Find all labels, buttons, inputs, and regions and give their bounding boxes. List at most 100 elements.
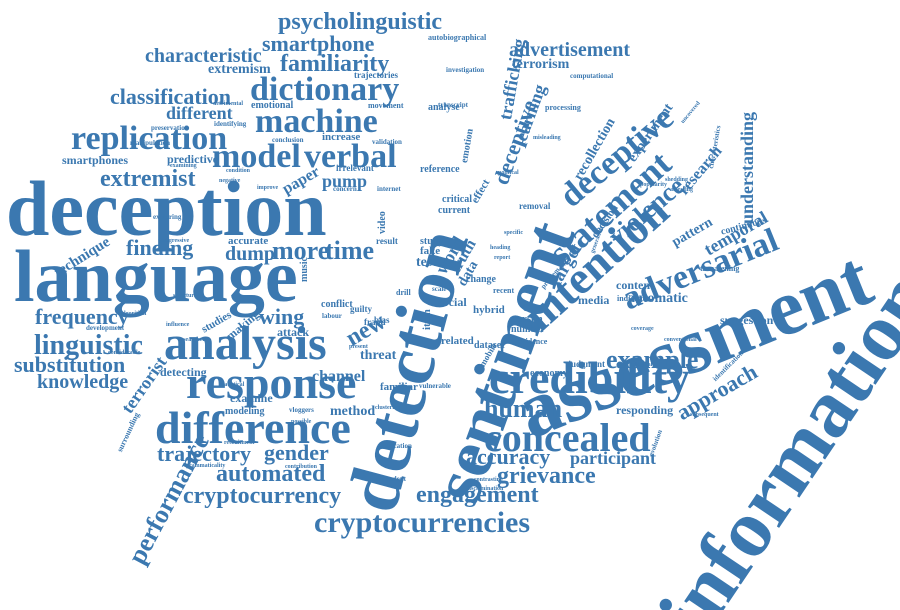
word-emotion: emotion (459, 127, 476, 164)
word-conflict: conflict (321, 299, 353, 310)
word-uncovered: uncovered (680, 100, 702, 125)
word-study: study (420, 236, 444, 247)
word-heading: heading (490, 245, 511, 251)
word-popularity: popularity (640, 182, 668, 188)
word-increase: increase (322, 131, 361, 143)
word-effect: effect (469, 177, 493, 206)
word-verbal: verbal (304, 138, 397, 175)
word-gender: gender (264, 440, 329, 465)
word-specific: specific (504, 230, 523, 236)
word-analysis: analysis (164, 317, 327, 370)
word-considerable: considerable (108, 350, 141, 356)
word-dataset: dataset (474, 340, 505, 351)
word-contrasting: contrasting (474, 477, 503, 483)
word-example: example (606, 345, 699, 374)
word-examining: examining (170, 163, 197, 169)
word-reference: reference (420, 164, 460, 175)
word-suggestion: suggestion (720, 313, 774, 327)
word-wing: wing (259, 304, 305, 329)
word-knowledge: knowledge (37, 371, 129, 393)
word-time: time (325, 236, 375, 265)
word-automated: automated (216, 461, 326, 487)
word-development: development (86, 324, 125, 332)
word-economy: economy (530, 368, 568, 379)
word-subsequent: subsequent (690, 412, 719, 418)
word-threatening: threatening (700, 264, 740, 273)
word-attack: attack (277, 325, 309, 339)
word-preservation: preservation (151, 124, 189, 132)
word-irrelevant: irrelevant (336, 163, 374, 173)
word-test: test (416, 255, 437, 270)
word-removal: removal (519, 201, 551, 211)
word-grammaticality: grammaticality (186, 463, 226, 469)
word-negative: negative (219, 178, 241, 184)
word-computational: computational (570, 72, 614, 80)
word-trajectory: trajectory (157, 441, 252, 466)
word-structural: structural (173, 293, 199, 299)
word-indicator: indicator (617, 294, 649, 303)
word-grievance: grievance (497, 463, 596, 489)
word-cryptocurrency: cryptocurrency (183, 483, 342, 509)
word-validation: validation (372, 138, 402, 146)
word-change: change (466, 274, 496, 285)
word-recent: recent (493, 286, 515, 295)
word-condition: condition (226, 168, 251, 174)
word-familiarity: familiarity (280, 51, 390, 77)
word-processing: processing (545, 103, 581, 112)
word-video: video (377, 211, 388, 234)
word-current: current (438, 205, 471, 216)
word-conclusion: conclusion (272, 136, 304, 144)
word-vloggers: vloggers (289, 406, 314, 414)
word-predictive: predictive (167, 152, 219, 166)
word-more: more (272, 236, 330, 265)
word-responding: responding (616, 403, 674, 417)
word-number: number (511, 324, 545, 335)
word-difference: difference (155, 402, 351, 453)
word-movement: movement (368, 101, 404, 110)
word-accurate: accurate (228, 235, 269, 247)
word-extremist: extremist (100, 166, 196, 192)
word-political: political (498, 170, 519, 176)
word-bias: bias (374, 315, 390, 325)
word-accuracy: accuracy (466, 444, 551, 469)
word-trajectories: trajectories (354, 70, 398, 80)
word-influence: influence (166, 322, 190, 328)
word-recruitment: recruitment (224, 440, 255, 446)
word-assessing: assessing (670, 187, 694, 193)
word-vulnerable: vulnerable (419, 382, 451, 390)
word-scale: scale (432, 285, 447, 293)
word-advertisement: advertisement (509, 39, 631, 61)
word-familiar: familiar (380, 381, 418, 393)
word-researcher: researcher (178, 337, 206, 343)
word-detrimental: detrimental (213, 101, 243, 107)
word-statistical: statistical (220, 382, 245, 388)
word-response: response (186, 357, 357, 408)
word-channel: channel (312, 368, 366, 385)
word-terrorism: terrorism (512, 57, 570, 72)
word-finding: finding (126, 235, 194, 260)
word-autobiographical: autobiographical (428, 33, 487, 42)
word-smartphone: smartphone (262, 31, 375, 56)
word-automatic: automatic (628, 291, 688, 306)
word-result: result (376, 236, 398, 246)
word-present: present (349, 344, 368, 350)
word-pump: pump (322, 171, 368, 191)
word-identifying: identifying (214, 120, 247, 128)
word-clustering: clustering (375, 405, 401, 411)
word-music: music (299, 257, 310, 282)
word-exploring: exploring (153, 213, 182, 221)
word-human: human (484, 394, 563, 423)
word-shedding: shedding (665, 177, 689, 183)
word-judgment: judgment (568, 359, 606, 369)
word-improve: improve (257, 185, 279, 191)
word-algorithm: algorithm (121, 311, 147, 317)
word-extremism: extremism (208, 62, 271, 77)
word-classification: classification (110, 84, 231, 109)
word-surrounding: surrounding (115, 411, 142, 454)
word-evidence: evidence (518, 337, 548, 346)
word-dictionary: dictionary (250, 71, 400, 108)
word-engagement: engagement (416, 482, 539, 508)
word-model: model (212, 138, 301, 175)
word-modeling: modeling (225, 406, 265, 417)
word-progressive: progressive (160, 238, 190, 244)
